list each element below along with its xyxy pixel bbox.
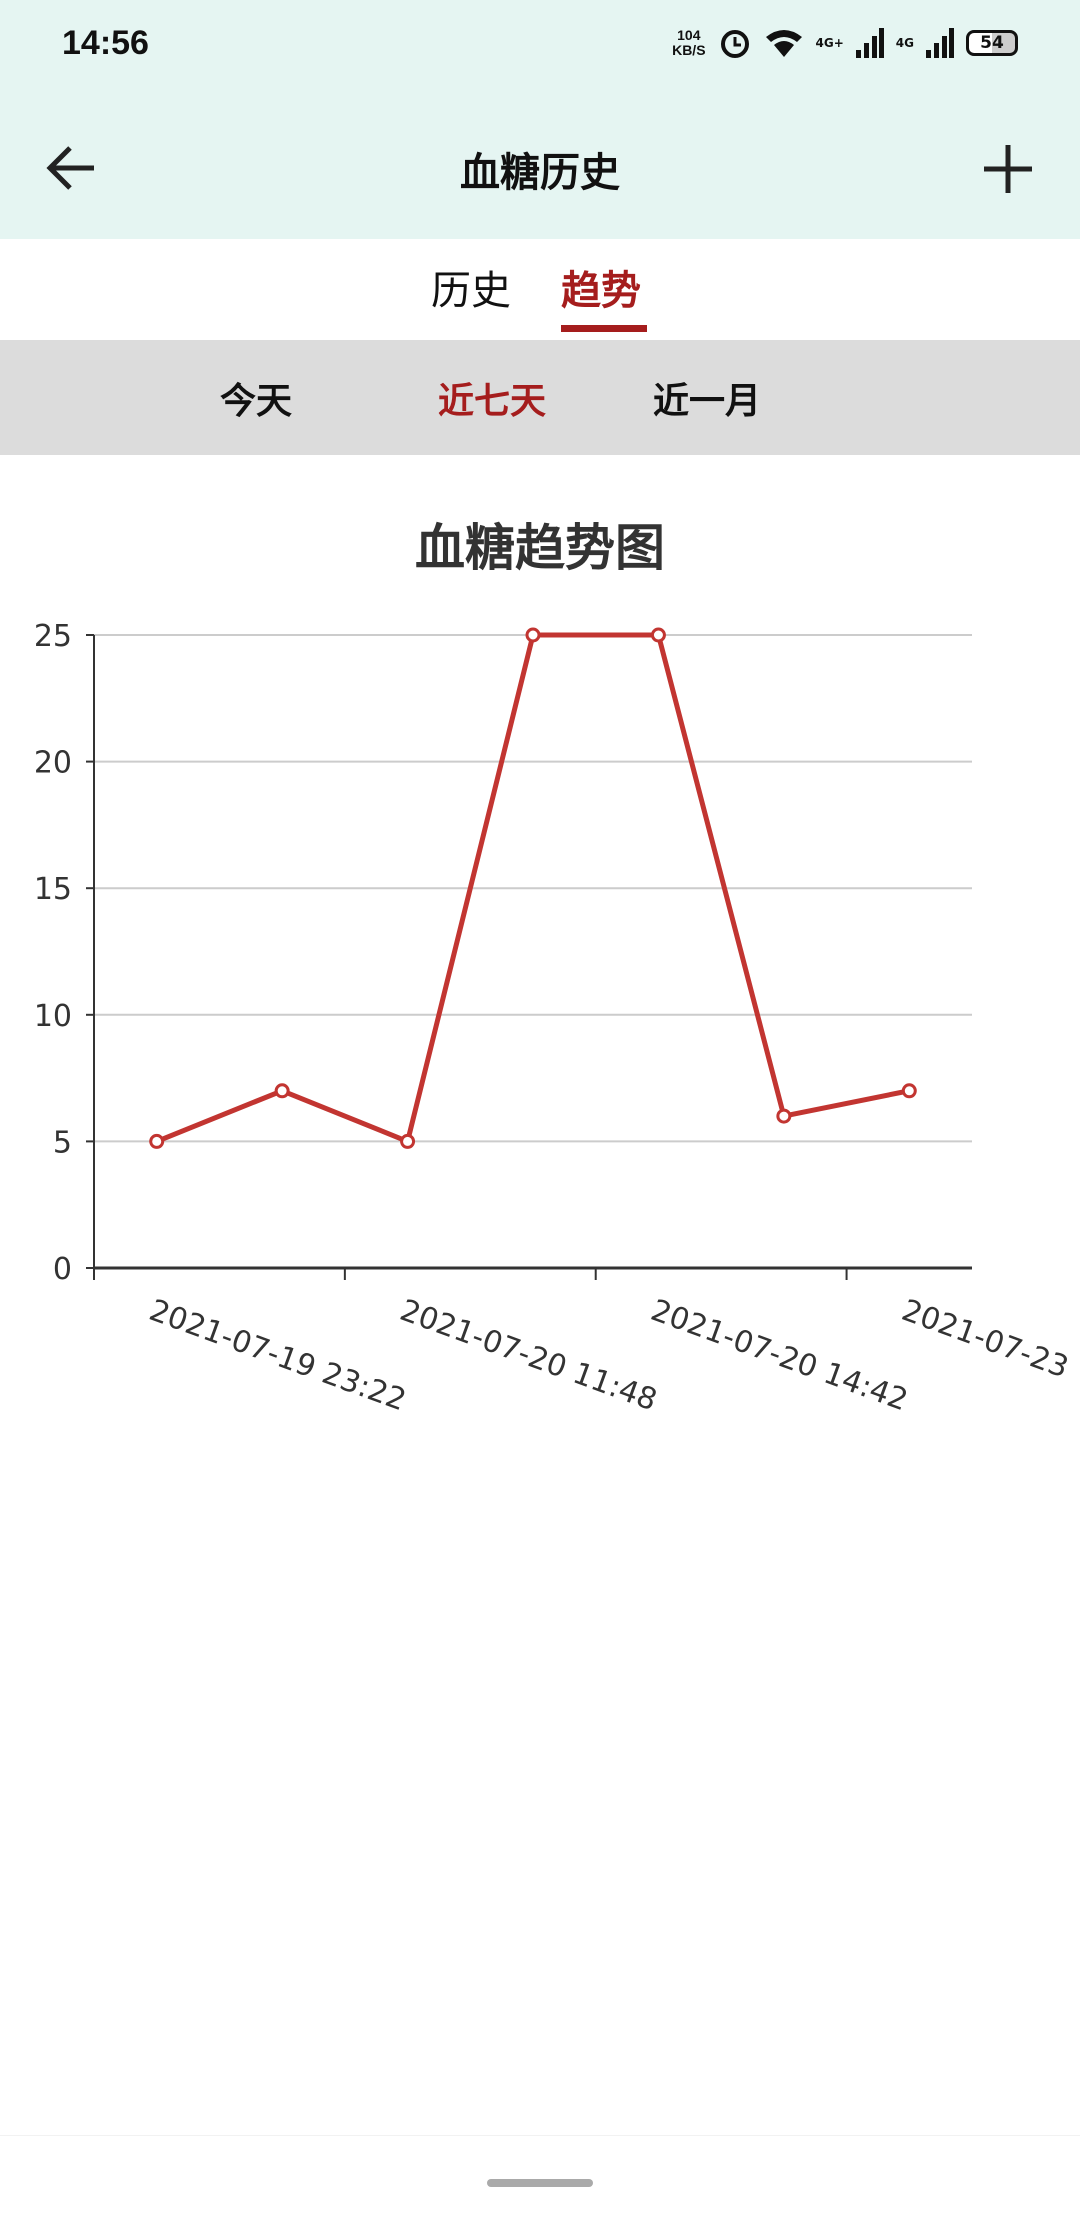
data-point — [776, 1108, 792, 1124]
x-tick-label: 2021-07-19 23:22 — [145, 1293, 411, 1418]
arrow-left-icon[interactable] — [44, 140, 100, 196]
chart-title: 血糖趋势图 — [415, 519, 665, 577]
data-point — [901, 1083, 917, 1099]
data-point — [400, 1133, 416, 1149]
battery-icon: 54 — [966, 30, 1018, 56]
y-tick-label: 20 — [34, 746, 72, 781]
x-tick-label: 2021-07-20 11:48 — [395, 1293, 661, 1418]
signal-icon-2 — [926, 28, 954, 58]
x-tick-label: 2021-07-23 — [897, 1293, 1073, 1386]
x-tick-label: 2021-07-20 14:42 — [646, 1293, 912, 1418]
network-type-2: 4G — [895, 36, 914, 50]
alarm-icon — [720, 30, 749, 58]
network-type-1: 4G+ — [815, 36, 844, 50]
app-header — [0, 0, 1080, 239]
range-selector — [0, 340, 1080, 455]
nav-divider — [0, 2135, 1080, 2136]
range-1-month[interactable]: 近一月 — [652, 381, 762, 422]
tab-history[interactable]: 历史 — [431, 268, 511, 314]
data-point — [525, 627, 541, 643]
range-7-days[interactable]: 近七天 — [437, 381, 547, 422]
wifi-icon — [765, 30, 802, 57]
tab-trend[interactable]: 趋势 — [561, 268, 641, 314]
y-tick-label: 5 — [53, 1125, 72, 1160]
status-icons: 104 KB/S 4G+ 4G 54 — [672, 26, 1018, 60]
speed-value: 104 — [677, 27, 701, 43]
data-point — [274, 1083, 290, 1099]
speed-unit: KB/S — [672, 42, 706, 58]
status-time: 14:56 — [62, 24, 149, 62]
signal-icon — [855, 28, 884, 58]
y-tick-label: 15 — [34, 872, 72, 907]
page-title: 血糖历史 — [460, 150, 620, 196]
network-speed: 104 KB/S — [672, 28, 705, 58]
plus-icon[interactable] — [982, 143, 1034, 195]
y-tick-label: 10 — [34, 999, 72, 1034]
range-today[interactable]: 今天 — [219, 381, 293, 422]
y-tick-label: 25 — [34, 619, 72, 654]
active-tab-indicator — [561, 325, 647, 332]
gesture-handle[interactable] — [487, 2179, 593, 2187]
data-point — [650, 627, 666, 643]
y-tick-label: 0 — [53, 1252, 72, 1287]
data-point — [149, 1133, 165, 1149]
